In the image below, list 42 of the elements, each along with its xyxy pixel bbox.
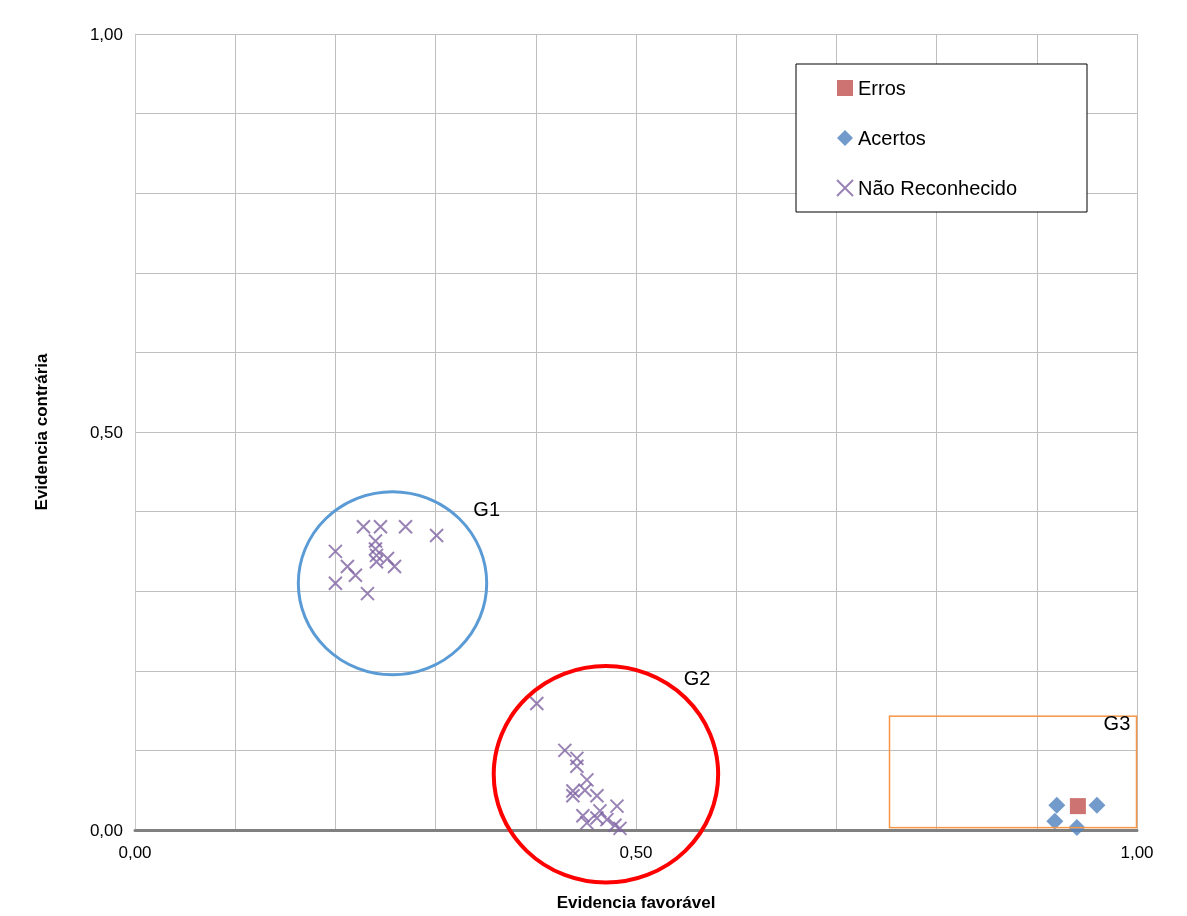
point <box>599 812 615 828</box>
legend-label: Não Reconhecido <box>858 177 1018 199</box>
point <box>529 695 545 711</box>
point <box>347 567 363 583</box>
point <box>575 808 591 824</box>
point <box>429 527 445 543</box>
legend-label: Erros <box>858 77 906 99</box>
point <box>589 810 605 826</box>
point <box>1088 796 1106 814</box>
y-tick-label: 0,50 <box>89 422 123 442</box>
point <box>557 742 573 758</box>
point <box>327 575 343 591</box>
x-axis-title: Evidencia favorável <box>556 893 716 912</box>
legend-label: Acertos <box>858 127 926 149</box>
point <box>569 758 585 774</box>
x-tick-label: 0,50 <box>619 843 653 862</box>
point <box>1046 812 1064 830</box>
point <box>327 543 343 559</box>
x-tick-label: 1,00 <box>1120 843 1154 862</box>
annotation: G1 <box>473 498 501 521</box>
point <box>565 788 581 804</box>
annotation: G2 <box>683 666 711 689</box>
point <box>579 815 595 831</box>
point <box>387 559 403 575</box>
y-tick-label: 0,00 <box>89 820 123 840</box>
point <box>339 559 355 575</box>
y-tick-label: 1,00 <box>89 24 123 44</box>
point <box>607 817 623 833</box>
point <box>380 551 395 567</box>
point <box>612 820 628 836</box>
point <box>372 519 388 535</box>
point <box>1069 798 1086 815</box>
point <box>1048 796 1066 814</box>
x-tick-label: 0,00 <box>118 843 152 862</box>
annotation: G3 <box>1103 712 1131 735</box>
point <box>565 783 581 799</box>
point <box>359 586 375 602</box>
y-axis-title: Evidencia contrária <box>32 353 51 511</box>
point <box>398 519 414 535</box>
point <box>569 750 585 766</box>
point <box>609 798 625 814</box>
point <box>355 519 371 535</box>
